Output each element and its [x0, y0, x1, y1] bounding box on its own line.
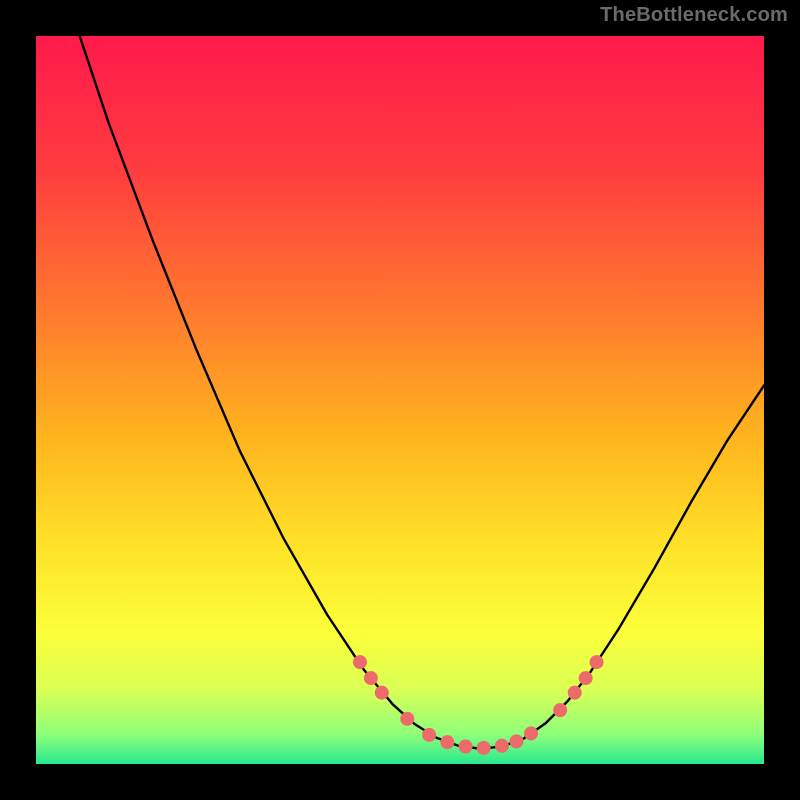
curve-layer	[36, 36, 764, 764]
marker-dot	[524, 726, 538, 740]
marker-dot	[495, 739, 509, 753]
marker-dot	[509, 734, 523, 748]
marker-dot	[568, 686, 582, 700]
marker-dot	[590, 655, 604, 669]
marker-group	[353, 655, 604, 755]
marker-dot	[440, 735, 454, 749]
marker-dot	[553, 703, 567, 717]
marker-dot	[422, 728, 436, 742]
marker-dot	[353, 655, 367, 669]
marker-dot	[364, 671, 378, 685]
marker-dot	[375, 686, 389, 700]
watermark-text: TheBottleneck.com	[600, 4, 788, 27]
marker-dot	[400, 712, 414, 726]
stage: TheBottleneck.com	[0, 0, 800, 800]
marker-dot	[579, 671, 593, 685]
marker-dot	[477, 741, 491, 755]
marker-dot	[459, 740, 473, 754]
plot-area	[36, 36, 764, 764]
bottleneck-curve	[80, 36, 764, 749]
